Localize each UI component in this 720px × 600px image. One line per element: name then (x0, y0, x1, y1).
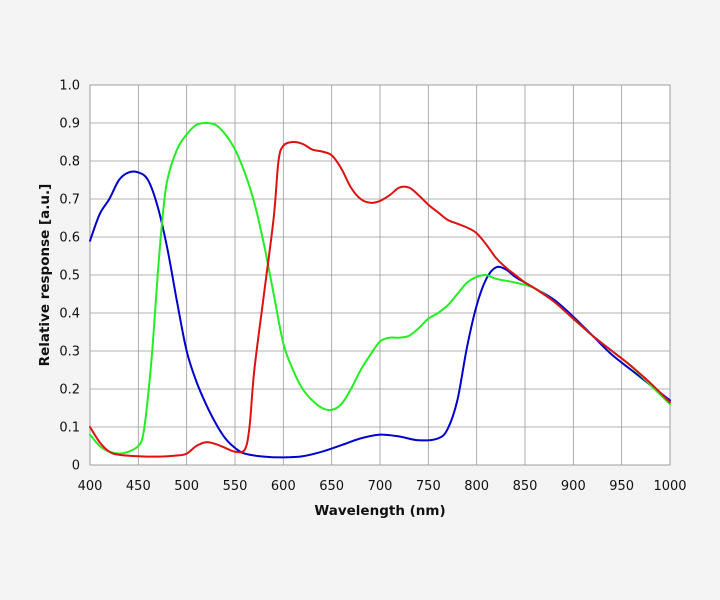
x-tick-label: 600 (271, 479, 296, 494)
y-tick-label: 1.0 (59, 79, 80, 94)
y-tick-label: 0.1 (59, 421, 80, 436)
y-tick-labels: 0 0.1 0.2 0.3 0.4 0.5 0.6 0.7 0.8 0.9 1.0 (59, 79, 80, 474)
x-tick-label: 750 (416, 479, 441, 494)
x-tick-label: 1000 (653, 479, 686, 494)
y-tick-label: 0.2 (59, 383, 80, 398)
x-tick-label: 550 (223, 479, 248, 494)
y-tick-label: 0.8 (59, 155, 80, 170)
y-tick-label: 0.3 (59, 345, 80, 360)
x-tick-label: 450 (126, 479, 151, 494)
y-tick-label: 0.4 (59, 307, 80, 322)
x-tick-label: 950 (609, 479, 634, 494)
series-line-3 (89, 140, 671, 458)
x-tick-label: 800 (464, 479, 489, 494)
series-line-2 (89, 122, 671, 455)
series-curves (89, 122, 671, 459)
x-tick-label: 850 (513, 479, 538, 494)
x-tick-label: 700 (368, 479, 393, 494)
x-tick-label: 650 (319, 479, 344, 494)
x-tick-labels: 400 450 500 550 600 650 700 750 800 850 900 950 1000 (78, 479, 687, 494)
x-tick-label: 400 (78, 479, 103, 494)
grid-lines (89, 84, 671, 466)
y-tick-label: 0.9 (59, 117, 80, 132)
y-tick-label: 0 (72, 459, 80, 474)
x-axis-label: Wavelength (nm) (314, 503, 445, 519)
y-axis-label: Relative response [a.u.] (37, 184, 53, 367)
x-tick-label: 900 (561, 479, 586, 494)
y-tick-label: 0.7 (59, 193, 80, 208)
x-tick-label: 500 (174, 479, 199, 494)
y-tick-label: 0.5 (59, 269, 80, 284)
y-tick-label: 0.6 (59, 231, 80, 246)
